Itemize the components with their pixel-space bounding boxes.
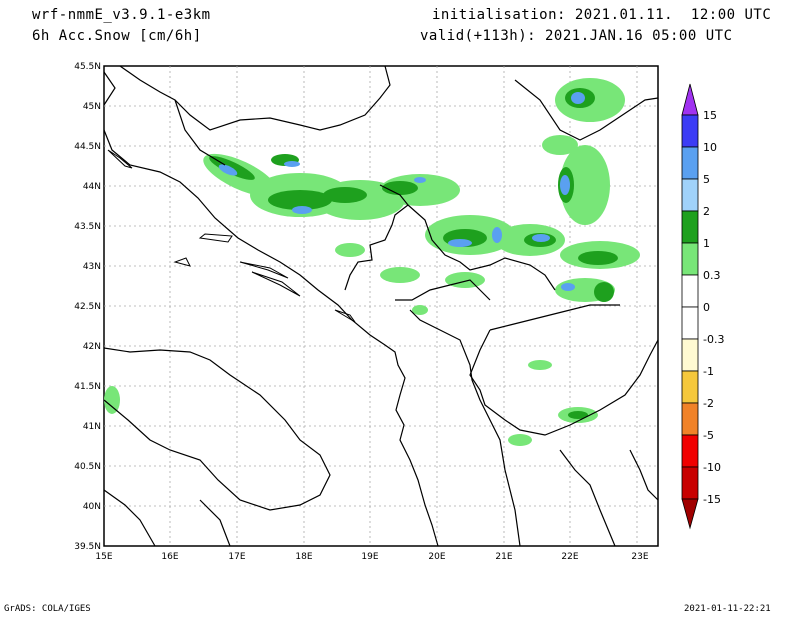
- footer-timestamp: 2021-01-11-22:21: [684, 604, 771, 614]
- legend-label: -1: [703, 365, 714, 378]
- lat-label: 42N: [83, 342, 101, 352]
- lon-label: 15E: [95, 552, 112, 562]
- lat-label: 40N: [83, 502, 101, 512]
- lat-label: 43.5N: [74, 222, 101, 232]
- lat-label: 42.5N: [74, 302, 101, 312]
- lon-label: 22E: [561, 552, 578, 562]
- lon-label: 16E: [161, 552, 178, 562]
- coastlines-borders: [103, 65, 659, 547]
- lon-label: 23E: [631, 552, 648, 562]
- legend-label: -5: [703, 429, 714, 442]
- legend-swatch: [681, 146, 699, 180]
- lon-label: 21E: [495, 552, 512, 562]
- lat-labels: 45.5N 45N 44.5N 44N 43.5N 43N 42.5N 42N …: [74, 62, 101, 552]
- legend-swatch: [681, 114, 699, 148]
- legend-label: 0: [703, 301, 710, 314]
- legend-swatch: [681, 210, 699, 244]
- legend-swatch: [681, 274, 699, 308]
- lat-label: 41.5N: [74, 382, 101, 392]
- lat-label: 39.5N: [74, 542, 101, 552]
- legend-label: -15: [703, 493, 721, 506]
- lat-label: 43N: [83, 262, 101, 272]
- legend-swatch-bottom: [681, 498, 699, 530]
- legend-swatch: [681, 178, 699, 212]
- lon-label: 20E: [428, 552, 445, 562]
- legend-swatch-top: [681, 83, 699, 116]
- legend-swatch: [681, 242, 699, 276]
- snow-fields: [104, 78, 640, 446]
- lat-label: 45N: [83, 102, 101, 112]
- legend-label: -0.3: [703, 333, 724, 346]
- legend-label: -10: [703, 461, 721, 474]
- valid-time: valid(+113h): 2021.JAN.16 05:00 UTC: [420, 28, 733, 44]
- color-legend: [681, 83, 699, 530]
- legend-swatch: [681, 370, 699, 404]
- legend-swatch: [681, 402, 699, 436]
- islands: [107, 149, 356, 323]
- lon-labels: 15E 16E 17E 18E 19E 20E 21E 22E 23E: [95, 552, 648, 562]
- legend-label: 15: [703, 109, 717, 122]
- lat-label: 40.5N: [74, 462, 101, 472]
- model-title: wrf-nmmE_v3.9.1-e3km: [32, 7, 211, 23]
- legend-labels: 15 10 5 2 1 0.3 0 -0.3 -1 -2 -5 -10 -15: [703, 109, 724, 506]
- lat-label: 41N: [83, 422, 101, 432]
- legend-label: 1: [703, 237, 710, 250]
- legend-swatch: [681, 434, 699, 468]
- lon-label: 19E: [361, 552, 378, 562]
- legend-swatch: [681, 306, 699, 340]
- lat-label: 45.5N: [74, 62, 101, 72]
- legend-label: 2: [703, 205, 710, 218]
- field-title: 6h Acc.Snow [cm/6h]: [32, 28, 202, 44]
- legend-swatch: [681, 338, 699, 372]
- legend-swatch: [681, 466, 699, 500]
- lat-label: 44.5N: [74, 142, 101, 152]
- lat-label: 44N: [83, 182, 101, 192]
- lon-label: 17E: [228, 552, 245, 562]
- legend-label: 0.3: [703, 269, 721, 282]
- legend-label: 5: [703, 173, 710, 186]
- init-time: initialisation: 2021.01.11. 12:00 UTC: [432, 7, 772, 23]
- footer-credit: GrADS: COLA/IGES: [4, 604, 91, 614]
- legend-label: 10: [703, 141, 717, 154]
- legend-label: -2: [703, 397, 714, 410]
- lon-label: 18E: [295, 552, 312, 562]
